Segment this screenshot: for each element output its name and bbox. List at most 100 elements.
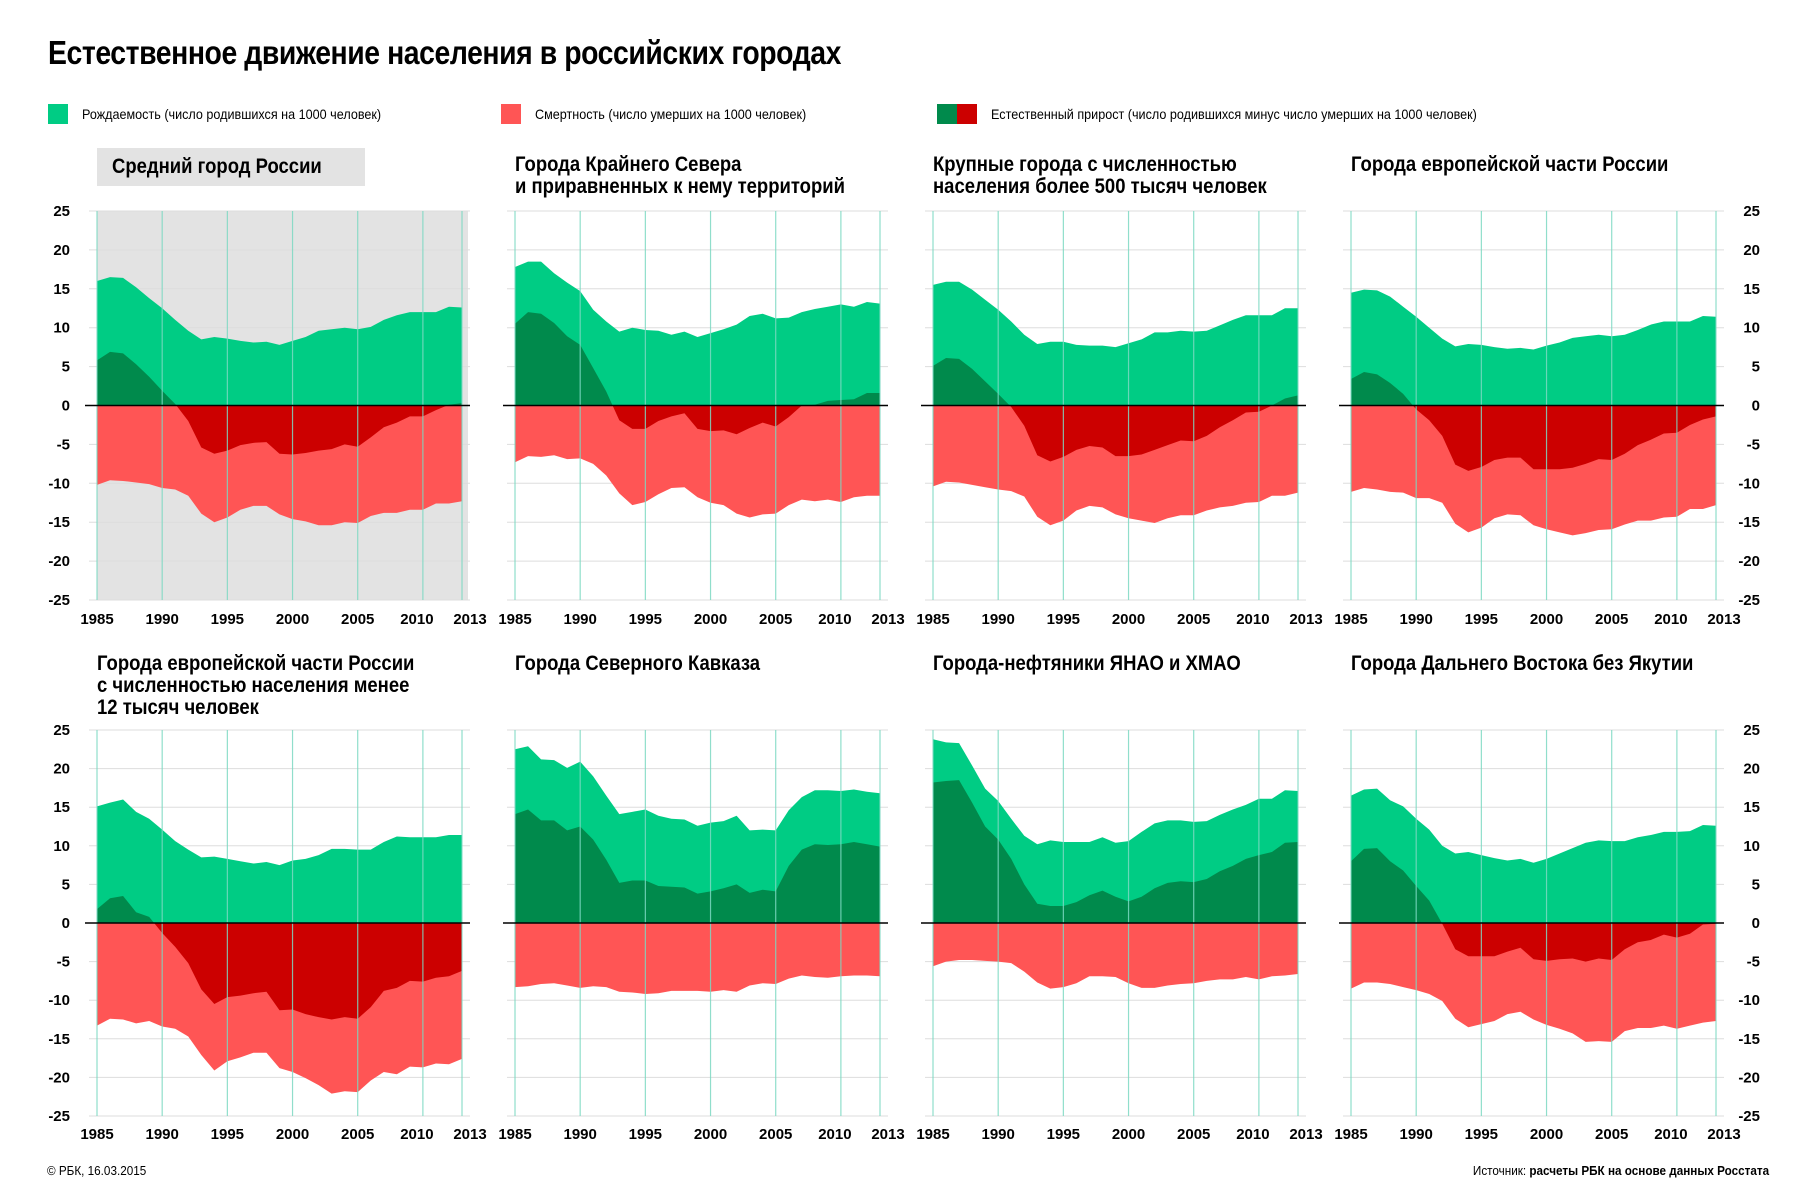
y-tick-label: -10 xyxy=(1738,475,1760,492)
y-tick-label: 25 xyxy=(1743,722,1760,739)
x-tick-label: 2013 xyxy=(1707,1126,1740,1143)
copyright: © РБК, 16.03.2015 xyxy=(47,1163,147,1178)
chart-panel-4: 1985 1990 1995 2000 2005 2010 2013 25 20 15 10 5 0 -5… xyxy=(48,722,486,1143)
y-tick-label: -5 xyxy=(1747,436,1760,453)
y-tick-label: -20 xyxy=(48,1069,70,1086)
y-tick-label: 15 xyxy=(1743,799,1760,816)
natural-growth-negative-area xyxy=(515,405,880,435)
natural-growth-positive-area xyxy=(97,895,462,923)
panel-title-2-line-1: населения более 500 тысяч человек xyxy=(933,175,1267,198)
natural-growth-positive-area xyxy=(97,351,462,406)
year-gridlines xyxy=(514,211,881,600)
chart-panel-5: 1985 1990 1995 2000 2005 2010 2013 xyxy=(498,729,905,1143)
panel-title-7: Города Дальнего Востока без Якутии xyxy=(1351,653,1693,675)
y-tick-label: -25 xyxy=(48,1108,70,1125)
y-tick-label: -25 xyxy=(1738,592,1760,609)
x-tick-label: 2005 xyxy=(1595,611,1628,628)
x-tick-label: 2005 xyxy=(1177,1126,1210,1143)
x-tick-label: 1985 xyxy=(916,611,949,628)
y-tick-label: -5 xyxy=(1747,954,1760,971)
y-tick-label: 5 xyxy=(1752,359,1760,376)
x-tick-label: 1985 xyxy=(498,1126,531,1143)
x-tick-label: 1990 xyxy=(981,1126,1014,1143)
legend-label-natural-growth: Естественный прирост (число родившихся м… xyxy=(991,106,1477,122)
birth-rate-area xyxy=(933,739,1298,923)
x-tick-label: 2000 xyxy=(1530,611,1563,628)
natural-growth-negative-area xyxy=(1351,405,1716,471)
x-tick-label: 1995 xyxy=(1465,1126,1498,1143)
x-tick-label: 2005 xyxy=(341,611,374,628)
source-label: Источник: xyxy=(1472,1163,1526,1178)
y-tick-label: -10 xyxy=(48,475,70,492)
natural-growth-positive-area xyxy=(1351,372,1716,406)
chart-panel-3: 1985 1990 1995 2000 2005 2010 2013 25 20 15 10 5 0 -5… xyxy=(1334,203,1760,628)
x-tick-label: 1990 xyxy=(563,1126,596,1143)
x-tick-label: 1990 xyxy=(1399,1126,1432,1143)
y-tick-label: 20 xyxy=(1743,761,1760,778)
panel-title-3: Города европейской части России xyxy=(1351,154,1668,176)
y-tick-label: 25 xyxy=(53,722,70,739)
natural-growth-positive-area xyxy=(1351,848,1716,923)
natural-growth-negative-area xyxy=(933,405,1298,462)
x-tick-label: 2010 xyxy=(818,611,851,628)
x-tick-label: 2013 xyxy=(453,1126,486,1143)
legend-swatch-natural-growth xyxy=(937,104,977,124)
y-tick-label: 10 xyxy=(1743,320,1760,337)
natural-growth-negative-area xyxy=(1351,923,1716,962)
y-tick-label: -10 xyxy=(1738,992,1760,1009)
y-tick-label: -15 xyxy=(1738,514,1760,531)
panel-title-2-line-0: Крупные города с численностью xyxy=(933,153,1237,176)
x-tick-label: 2000 xyxy=(1112,611,1145,628)
panel-title-2: Крупные города с численностью населения … xyxy=(933,154,1267,198)
legend-item-natural-growth: Естественный прирост (число родившихся м… xyxy=(937,104,1531,124)
panel-title-5-line-0: Города Северного Кавказа xyxy=(515,652,761,675)
chart-panel-1: 1985 1990 1995 2000 2005 2010 2013 xyxy=(498,210,905,628)
x-tick-label: 1985 xyxy=(80,1126,113,1143)
y-tick-label: 15 xyxy=(53,799,70,816)
panel-title-1: Города Крайнего Севера и приравненных к … xyxy=(515,154,845,198)
x-tick-label: 1985 xyxy=(498,611,531,628)
y-tick-label: -20 xyxy=(48,553,70,570)
x-tick-label: 2013 xyxy=(871,611,904,628)
y-tick-label: 25 xyxy=(1743,203,1760,220)
x-tick-label: 1995 xyxy=(1465,611,1498,628)
death-rate-area xyxy=(933,923,1298,989)
legend-item-death-rate: Смертность (число умерших на 1000 челове… xyxy=(501,104,836,124)
panel-title-5: Города Северного Кавказа xyxy=(515,653,760,675)
panel-title-4-line-1: с численностью населения менее xyxy=(97,674,410,697)
chart-panel-2: 1985 1990 1995 2000 2005 2010 2013 xyxy=(916,210,1323,628)
source-text: расчеты РБК на основе данных Росстата xyxy=(1529,1163,1769,1178)
panel-title-7-line-0: Города Дальнего Востока без Якутии xyxy=(1351,652,1694,675)
y-tick-label: -25 xyxy=(1738,1108,1760,1125)
panel-title-0: Средний город России xyxy=(97,148,366,186)
x-tick-label: 1995 xyxy=(1047,611,1080,628)
x-tick-label: 2013 xyxy=(1289,1126,1322,1143)
source: Источник: расчеты РБК на основе данных Р… xyxy=(1473,1163,1769,1178)
x-tick-label: 1990 xyxy=(1399,611,1432,628)
x-tick-label: 2013 xyxy=(1289,611,1322,628)
legend-swatch-birth-rate xyxy=(48,104,68,124)
y-tick-label: -15 xyxy=(48,514,70,531)
x-tick-label: 2013 xyxy=(453,611,486,628)
x-tick-label: 2005 xyxy=(1595,1126,1628,1143)
death-rate-area xyxy=(515,405,880,518)
birth-rate-area xyxy=(1351,289,1716,406)
x-tick-label: 1995 xyxy=(211,611,244,628)
legend-item-birth-rate: Рождаемость (число родившихся на 1000 че… xyxy=(48,104,414,124)
x-tick-label: 1995 xyxy=(1047,1126,1080,1143)
x-tick-label: 1985 xyxy=(80,611,113,628)
birth-rate-area xyxy=(515,261,880,406)
x-tick-label: 1990 xyxy=(981,611,1014,628)
x-tick-label: 2005 xyxy=(759,611,792,628)
y-tick-label: -15 xyxy=(1738,1031,1760,1048)
x-tick-label: 1990 xyxy=(145,611,178,628)
natural-growth-positive-area xyxy=(515,809,880,923)
x-tick-label: 2005 xyxy=(759,1126,792,1143)
x-tick-label: 1995 xyxy=(629,1126,662,1143)
natural-growth-positive-area xyxy=(933,358,1298,406)
y-tick-label: -5 xyxy=(57,436,70,453)
x-tick-label: 2010 xyxy=(1236,611,1269,628)
x-tick-label: 2000 xyxy=(1530,1126,1563,1143)
x-tick-label: 1990 xyxy=(145,1126,178,1143)
